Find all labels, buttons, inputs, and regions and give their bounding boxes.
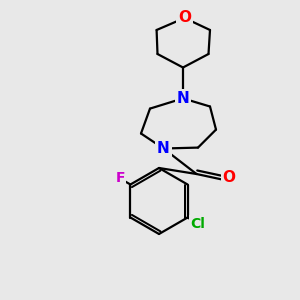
Text: N: N [157, 141, 170, 156]
Text: O: O [178, 11, 191, 26]
Text: F: F [115, 172, 125, 185]
Text: O: O [223, 170, 236, 185]
Text: N: N [177, 91, 189, 106]
Text: Cl: Cl [190, 217, 206, 230]
